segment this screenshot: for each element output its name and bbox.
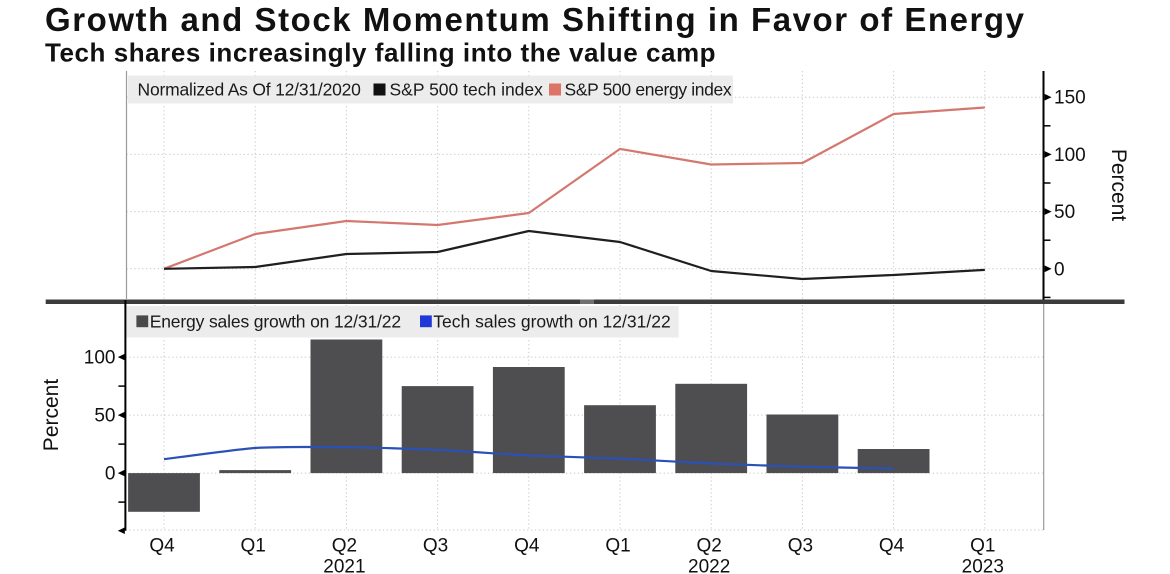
svg-text:50: 50: [94, 406, 115, 427]
svg-text:Normalized As Of 12/31/2020: Normalized As Of 12/31/2020: [138, 80, 362, 100]
svg-text:S&P 500 tech index: S&P 500 tech index: [390, 80, 544, 100]
svg-text:2023: 2023: [962, 557, 1004, 574]
svg-text:Percent: Percent: [40, 379, 63, 452]
svg-text:150: 150: [1054, 88, 1086, 109]
svg-text:Q3: Q3: [423, 536, 448, 557]
svg-text:Q1: Q1: [970, 536, 995, 557]
svg-text:2022: 2022: [688, 557, 730, 574]
svg-text:0: 0: [105, 464, 116, 485]
svg-text:Q4: Q4: [514, 536, 540, 557]
svg-text:Q1: Q1: [605, 536, 630, 557]
svg-text:Tech sales growth on 12/31/22: Tech sales growth on 12/31/22: [433, 312, 670, 332]
svg-text:Q2: Q2: [697, 536, 722, 557]
svg-text:Percent: Percent: [1107, 149, 1130, 222]
svg-text:Q1: Q1: [241, 536, 266, 557]
svg-text:2021: 2021: [323, 557, 365, 574]
svg-text:Q3: Q3: [788, 536, 813, 557]
svg-text:0: 0: [1054, 259, 1065, 280]
svg-text:Tech shares increasingly falli: Tech shares increasingly falling into th…: [45, 38, 716, 68]
svg-text:100: 100: [84, 348, 116, 369]
svg-text:Q4: Q4: [879, 536, 905, 557]
svg-text:S&P 500 energy index: S&P 500 energy index: [565, 80, 732, 100]
svg-text:Q4: Q4: [149, 536, 175, 557]
svg-text:Growth and Stock Momentum Shif: Growth and Stock Momentum Shifting in Fa…: [45, 1, 1026, 38]
svg-text:50: 50: [1054, 202, 1075, 223]
svg-text:Energy sales growth on 12/31/2: Energy sales growth on 12/31/22: [150, 312, 401, 332]
svg-text:100: 100: [1054, 145, 1086, 166]
svg-text:Q2: Q2: [332, 536, 357, 557]
